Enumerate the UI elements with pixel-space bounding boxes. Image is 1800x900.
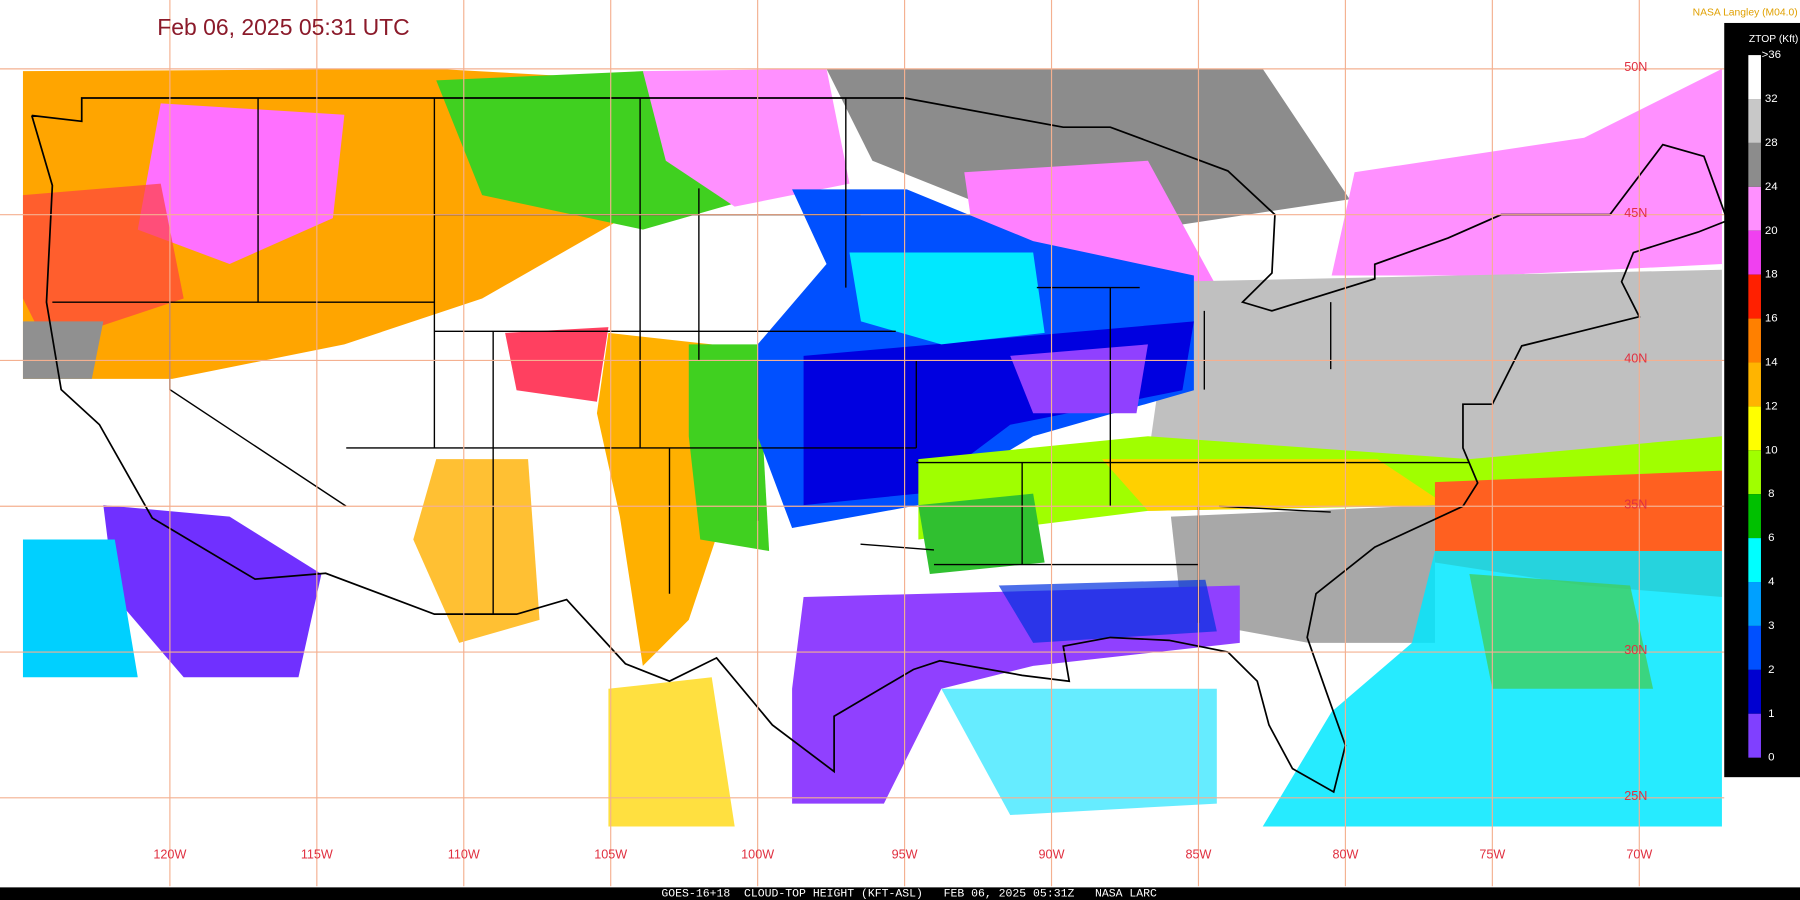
longitude-label: 80W	[1332, 848, 1358, 862]
cloud-region	[941, 688, 1217, 816]
latitude-label: 30N	[1624, 643, 1647, 657]
cloud-region	[22, 321, 104, 379]
color-swatch	[1748, 494, 1761, 539]
longitude-label: 85W	[1186, 848, 1212, 862]
longitude-label: 90W	[1039, 848, 1065, 862]
legend-label: >36	[1762, 49, 1781, 61]
legend-label: 18	[1765, 269, 1778, 281]
legend-title: ZTOP (Kft)	[1749, 34, 1799, 45]
cloud-region	[918, 493, 1045, 574]
latitude-label: 40N	[1624, 352, 1647, 366]
longitude-label: 115W	[301, 848, 333, 862]
legend-label: 2	[1768, 664, 1774, 676]
color-swatch	[1748, 274, 1761, 319]
footer-caption: GOES-16+18 CLOUD-TOP HEIGHT (KFT-ASL) FE…	[661, 888, 1157, 900]
longitude-label: 120W	[153, 848, 186, 862]
latitude-label: 50N	[1624, 60, 1647, 74]
legend-label: 32	[1765, 93, 1778, 105]
color-swatch	[1748, 538, 1761, 583]
color-swatch	[1748, 186, 1761, 231]
color-swatch	[1748, 669, 1761, 714]
legend-label: 24	[1765, 181, 1778, 193]
legend-label: 10	[1765, 444, 1778, 456]
cloud-region	[1469, 573, 1654, 689]
color-swatch	[1748, 55, 1761, 100]
longitude-label: 105W	[594, 848, 627, 862]
cloud-region	[413, 459, 540, 643]
latitude-label: 35N	[1624, 497, 1647, 511]
footer-bar	[0, 887, 1800, 900]
color-swatch	[1748, 713, 1761, 758]
legend-label: 3	[1768, 620, 1774, 632]
colorbar-panel	[1724, 22, 1800, 778]
legend-label: 6	[1768, 532, 1774, 544]
color-swatch	[1748, 142, 1761, 187]
cloud-region	[22, 539, 138, 678]
cloud-region	[1331, 68, 1722, 276]
latitude-label: 45N	[1624, 206, 1647, 220]
color-swatch	[1748, 450, 1761, 495]
color-swatch	[1748, 406, 1761, 451]
cloud-region	[849, 252, 1045, 345]
cloud-region	[22, 183, 184, 345]
credit: NASA Langley (M04.0)	[1693, 7, 1798, 18]
cloud-region	[642, 68, 850, 207]
longitude-label: 110W	[448, 848, 480, 862]
color-swatch	[1748, 582, 1761, 626]
legend-label: 4	[1768, 576, 1775, 588]
country-border	[30, 97, 1729, 794]
cloud-region	[103, 505, 322, 678]
graticule: 120W 115W 110W 105W 100W 95W 90W 85W 80W 75W 70W 50…	[0, 0, 1725, 887]
legend-label: 14	[1765, 356, 1778, 368]
color-swatch	[1748, 230, 1761, 275]
longitude-label: 95W	[892, 848, 918, 862]
cloud-region	[608, 677, 735, 827]
longitude-label: 100W	[741, 848, 774, 862]
cloud-region	[1102, 459, 1447, 511]
longitude-label: 70W	[1626, 848, 1652, 862]
cloud-region	[505, 327, 609, 402]
color-swatch	[1748, 99, 1761, 143]
legend-label: 8	[1768, 488, 1774, 500]
latitude-label: 25N	[1624, 789, 1647, 803]
legend-label: 12	[1765, 400, 1778, 412]
cloud-region	[998, 579, 1217, 643]
cloud-region	[137, 103, 345, 265]
map-title: Feb 06, 2025 05:31 UTC	[157, 14, 409, 40]
legend-label: 28	[1765, 137, 1778, 149]
color-swatch	[1748, 362, 1761, 407]
cloud-region	[1147, 269, 1722, 483]
longitude-label: 75W	[1479, 848, 1505, 862]
color-swatch	[1748, 318, 1761, 363]
state-border	[860, 543, 935, 551]
legend-label: 20	[1765, 225, 1778, 237]
legend-label: 1	[1768, 708, 1774, 720]
legend-label: 0	[1768, 752, 1774, 764]
state-border	[1218, 505, 1331, 513]
color-swatch	[1748, 625, 1761, 670]
legend-label: 16	[1765, 313, 1778, 325]
cloud-region	[1010, 344, 1148, 414]
